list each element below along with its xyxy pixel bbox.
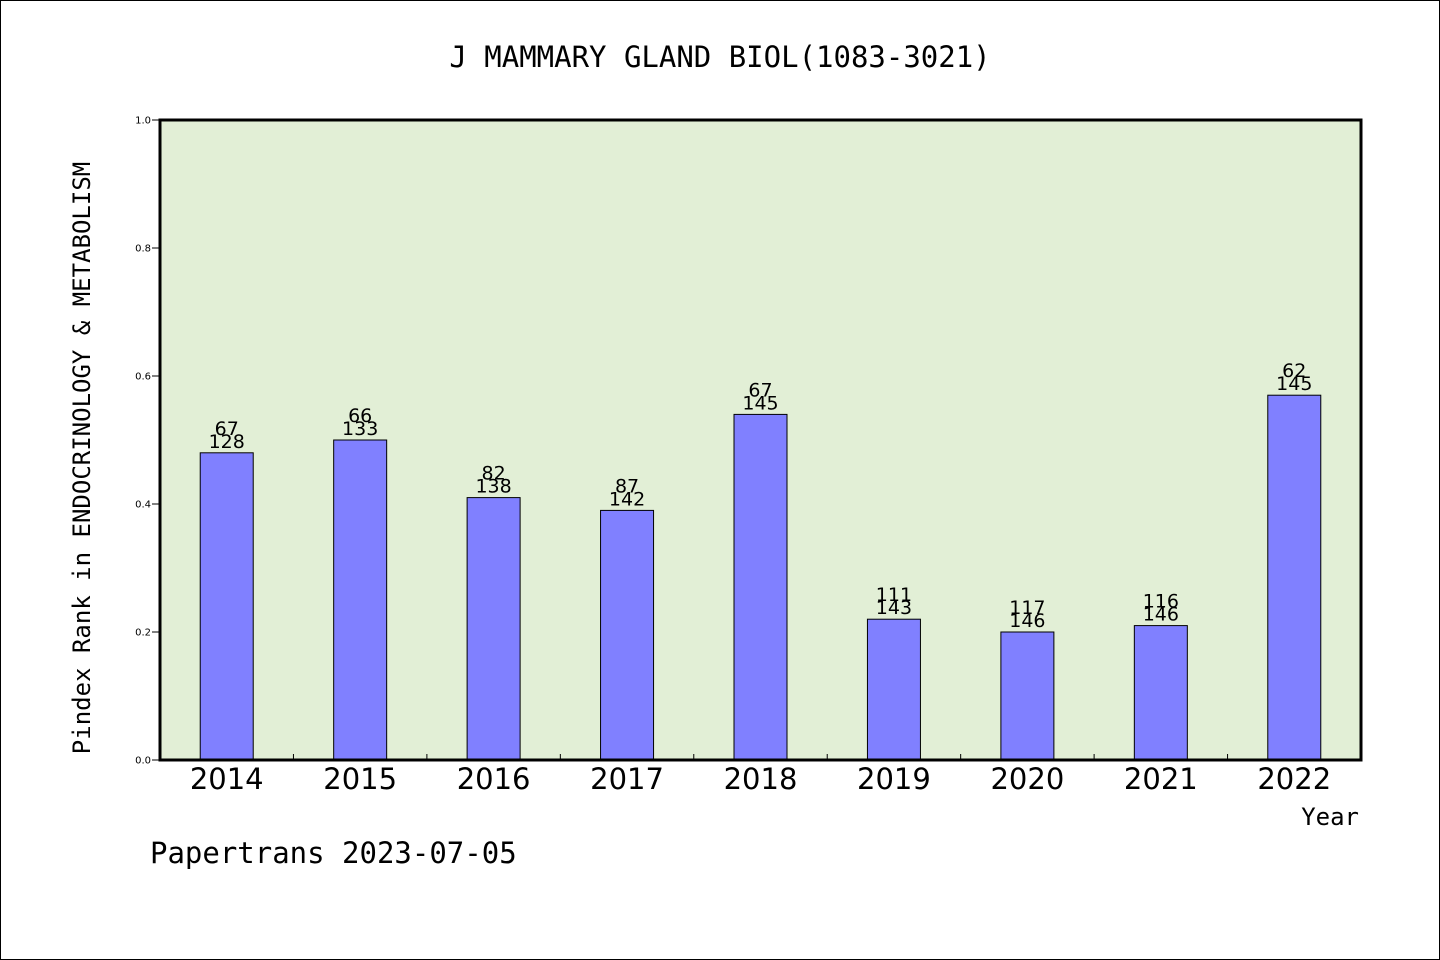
chart-title: J MAMMARY GLAND BIOL(1083-3021) bbox=[449, 40, 990, 74]
bar-2018 bbox=[733, 413, 788, 761]
x-axis: 2014 2015 2016 2017 2018 2019 2020 2021 2022 bbox=[190, 754, 1331, 796]
x-tick-label: 2020 bbox=[990, 762, 1064, 796]
x-axis-label: Year bbox=[1301, 803, 1359, 831]
bar-2017 bbox=[600, 509, 655, 761]
bar-2022 bbox=[1267, 394, 1322, 761]
bar-rank-label: 67 bbox=[748, 379, 772, 401]
x-tick-label: 2014 bbox=[190, 762, 264, 796]
bar-2016 bbox=[466, 497, 521, 761]
x-tick-label: 2021 bbox=[1124, 762, 1198, 796]
y-tick-label: 0.2 bbox=[135, 628, 151, 639]
bar-total-label: 128 bbox=[209, 431, 245, 453]
bar-2021 bbox=[1133, 625, 1188, 761]
bars-group bbox=[199, 394, 1322, 761]
bar-rank-label: 117 bbox=[1009, 597, 1045, 619]
y-axis-label: Pindex Rank in ENDOCRINOLOGY & METABOLIS… bbox=[68, 162, 96, 754]
y-tick-label: 1.0 bbox=[135, 116, 151, 127]
bar-total-label: 145 bbox=[742, 392, 778, 414]
bar-2020 bbox=[1000, 631, 1055, 761]
y-tick-label: 0.8 bbox=[135, 244, 151, 255]
y-axis: 0.0 0.2 0.4 0.6 0.8 1.0 bbox=[135, 116, 160, 767]
bar-total-label: 138 bbox=[475, 476, 511, 498]
x-tick-label: 2022 bbox=[1257, 762, 1331, 796]
bar-2015 bbox=[333, 439, 388, 761]
y-tick-label: 0.6 bbox=[135, 372, 151, 383]
bar-rank-label: 87 bbox=[615, 475, 639, 497]
bar-rank-label: 62 bbox=[1282, 360, 1306, 382]
plot-border bbox=[158, 118, 1363, 762]
bar-total-label: 133 bbox=[342, 418, 378, 440]
x-tick-label: 2019 bbox=[857, 762, 931, 796]
bar-rank-label: 66 bbox=[348, 405, 372, 427]
bar-total-label: 145 bbox=[1276, 373, 1312, 395]
y-tick-label: 0.4 bbox=[135, 500, 151, 511]
bar-2019 bbox=[866, 618, 921, 761]
bar-rank-label: 111 bbox=[876, 584, 912, 606]
bar-total-label: 146 bbox=[1143, 604, 1179, 626]
x-tick-label: 2016 bbox=[457, 762, 531, 796]
bar-rank-label: 67 bbox=[215, 418, 239, 440]
bar-total-label: 146 bbox=[1009, 610, 1045, 632]
bar-rank-label: 82 bbox=[482, 463, 506, 485]
x-tick-label: 2017 bbox=[590, 762, 664, 796]
bar-rank-label: 116 bbox=[1143, 591, 1179, 613]
x-tick-label: 2015 bbox=[323, 762, 397, 796]
x-tick-label: 2018 bbox=[724, 762, 798, 796]
bar-total-label: 143 bbox=[876, 597, 912, 619]
y-tick-label: 0.0 bbox=[135, 756, 151, 767]
bar-2014 bbox=[199, 452, 254, 761]
bar-total-label: 142 bbox=[609, 488, 645, 510]
footer-credit: Papertrans 2023-07-05 bbox=[150, 836, 517, 870]
